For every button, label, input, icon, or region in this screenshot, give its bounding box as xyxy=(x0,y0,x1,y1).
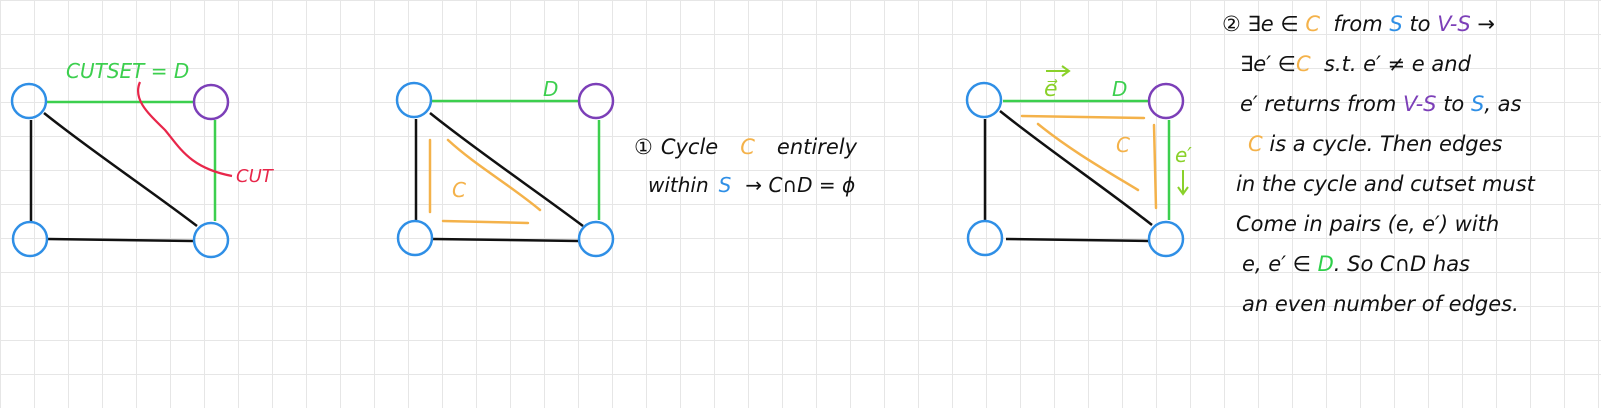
note2-l7-b: . So C∩D has xyxy=(1333,252,1470,276)
note1-result: → C∩D = ϕ xyxy=(745,173,855,197)
edge-bottom xyxy=(432,237,580,243)
e-prime-arrow-icon xyxy=(1177,170,1189,196)
note2-l1-from: from xyxy=(1333,12,1383,36)
d-label: D xyxy=(1112,77,1127,101)
note2-l7-a: e, e′ ∈ xyxy=(1242,252,1311,276)
vertex-vs-top-right xyxy=(192,83,230,121)
vertex-s-top-left xyxy=(965,81,1003,119)
note2-line8: an even number of edges. xyxy=(1222,284,1594,324)
note2-line3: e′ returns from V-S to S, as xyxy=(1222,84,1594,124)
note2-l1-s: S xyxy=(1389,12,1403,36)
note1-within: within xyxy=(648,173,709,197)
cut-label: CUT xyxy=(236,166,275,187)
d-label: D xyxy=(543,77,558,101)
note2-line2: ∃e′ ∈C s.t. e′ ≠ e and xyxy=(1222,44,1594,84)
note2-l3-to: to xyxy=(1443,92,1465,116)
note2-l2-c: C xyxy=(1295,52,1311,76)
note1-c: C xyxy=(740,135,755,159)
vertex-s-bottom-left xyxy=(11,220,49,258)
note1-cycle: Cycle xyxy=(661,135,718,159)
edge-bottom xyxy=(47,237,194,243)
note1-line2: within S → C∩D = ϕ xyxy=(648,173,855,197)
note2-l3-s: S xyxy=(1470,92,1485,116)
diagram-2: D C xyxy=(395,77,615,258)
note2-l1-vs: V-S xyxy=(1437,12,1471,36)
note1-s: S xyxy=(719,173,732,197)
diagram-3: e⃗ D C e′ xyxy=(965,65,1192,258)
note2-l2-a: ∃e′ ∈ xyxy=(1240,52,1296,76)
cut-line xyxy=(137,81,233,178)
e-label: e⃗ xyxy=(1044,77,1058,102)
note2-l1-to: to xyxy=(1409,12,1431,36)
note2-l7-d: D xyxy=(1317,252,1334,276)
edge-bottom xyxy=(1005,237,1150,243)
e-prime-label: e′ xyxy=(1175,143,1192,167)
note2-l1-a: ② ∃e ∈ xyxy=(1222,12,1299,36)
note2-l3-b: , as xyxy=(1484,92,1522,116)
note1-entirely: entirely xyxy=(777,135,858,159)
cutset-label: CUTSET = D xyxy=(66,59,189,83)
vertex-vs-top-right xyxy=(577,82,615,120)
note2-l1-c: C xyxy=(1305,12,1321,36)
note2-l4-c: C xyxy=(1248,132,1263,156)
vertex-s-bottom-left xyxy=(396,219,434,257)
cycle-outline xyxy=(1020,114,1158,210)
note2-line5: in the cycle and cutset must xyxy=(1222,164,1594,204)
vertex-s-bottom-right xyxy=(577,220,615,258)
cycle-outline xyxy=(428,138,542,225)
note2-l3-a: e′ returns from xyxy=(1240,92,1397,116)
vertex-s-top-left xyxy=(395,81,433,119)
note2-l4-b: is a cycle. Then edges xyxy=(1269,132,1503,156)
cycle-label: C xyxy=(452,178,466,202)
note2-line1: ② ∃e ∈ C from S to V-S → xyxy=(1222,4,1594,44)
note2-l1-arrow: → xyxy=(1477,12,1495,36)
note2-l3-vs: V-S xyxy=(1403,92,1437,116)
note-2: ② ∃e ∈ C from S to V-S → ∃e′ ∈C s.t. e′ … xyxy=(1222,4,1594,324)
e-arrow-icon xyxy=(1046,65,1071,77)
note2-line6: Come in pairs (e, e′) with xyxy=(1222,204,1594,244)
note2-l6: Come in pairs (e, e′) with xyxy=(1236,212,1500,236)
edge-diagonal xyxy=(43,112,198,227)
cycle-label: C xyxy=(1116,133,1130,157)
vertex-s-bottom-right xyxy=(1147,220,1185,258)
edge-diagonal xyxy=(999,110,1153,226)
vertex-s-bottom-right xyxy=(192,221,230,259)
note2-l5: in the cycle and cutset must xyxy=(1236,172,1535,196)
vertex-s-bottom-left xyxy=(966,219,1004,257)
note2-line4: C is a cycle. Then edges xyxy=(1222,124,1594,164)
vertex-vs-top-right xyxy=(1147,82,1185,120)
edge-diagonal xyxy=(429,112,584,228)
note2-l8: an even number of edges. xyxy=(1242,292,1519,316)
diagram-1: CUTSET = D CUT xyxy=(10,59,275,259)
note2-l2-b: s.t. e′ ≠ e and xyxy=(1323,52,1471,76)
note1-num: ① xyxy=(634,135,653,159)
vertex-s-top-left xyxy=(10,82,48,120)
note2-line7: e, e′ ∈ D. So C∩D has xyxy=(1222,244,1594,284)
